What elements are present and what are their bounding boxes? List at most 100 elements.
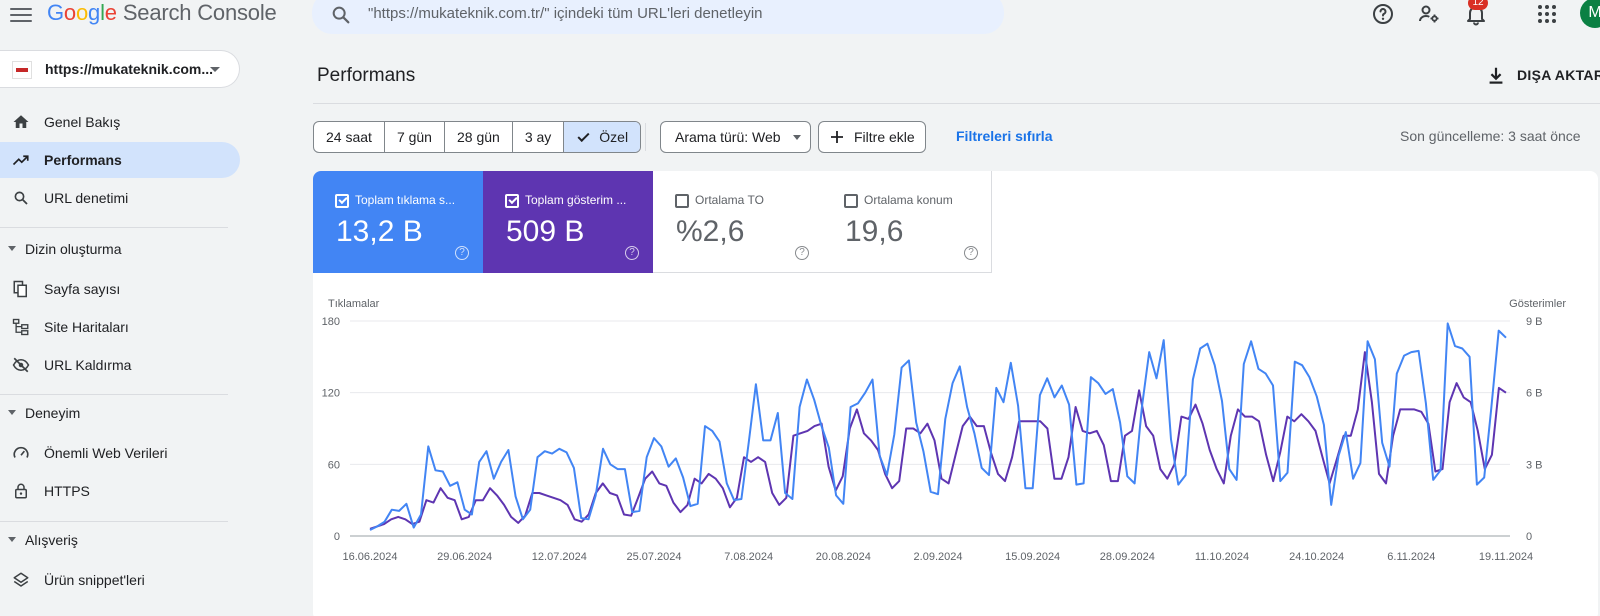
divider	[0, 394, 228, 395]
x-tick-label: 28.09.2024	[1100, 551, 1155, 563]
x-tick-label: 24.10.2024	[1289, 551, 1344, 563]
home-icon	[13, 115, 29, 128]
x-tick-label: 16.06.2024	[342, 551, 397, 563]
sidebar-item-sayfa-sayisi[interactable]: Sayfa sayısı	[0, 271, 240, 307]
x-tick-label: 6.11.2024	[1387, 551, 1435, 563]
sidebar-item-url-denetimi[interactable]: URL denetimi	[0, 180, 240, 216]
x-tick-label: 25.07.2024	[626, 551, 681, 563]
line-chart: Tıklamalar Gösterimler 0 0 60 3 B 120 6 B 180 9 B…	[322, 298, 1567, 563]
metric-average-ctr[interactable]: Ortalama TO %2,6 ?	[653, 171, 823, 273]
product-name: Search Console	[122, 0, 277, 25]
page-title: Performans	[317, 65, 416, 86]
search-icon	[332, 6, 350, 24]
x-tick-label: 29.06.2024	[437, 551, 492, 563]
app-logo[interactable]: Google Search Console	[47, 0, 277, 25]
plus-icon	[831, 131, 843, 143]
x-tick-label: 20.08.2024	[816, 551, 871, 563]
checkbox-icon[interactable]	[335, 194, 349, 208]
divider	[313, 103, 1600, 104]
pages-icon	[13, 280, 27, 298]
date-chip-24h[interactable]: 24 saat	[314, 122, 385, 152]
chevron-down-icon	[210, 67, 220, 72]
chevron-down-icon	[793, 135, 801, 140]
sidebar-item-https[interactable]: HTTPS	[0, 473, 240, 509]
series-line-clicks	[369, 322, 1507, 531]
y-left-tick-label: 0	[334, 531, 340, 543]
y-right-tick-label: 0	[1526, 531, 1532, 543]
date-chip-custom[interactable]: Özel	[564, 122, 641, 152]
series-line-impressions	[369, 351, 1507, 530]
collapse-arrow-icon	[8, 246, 16, 251]
speed-icon	[13, 446, 29, 458]
property-selector[interactable]: https://mukateknik.com...	[0, 50, 240, 88]
url-inspection-search[interactable]: "https://mukateknik.com.tr/" içindeki tü…	[312, 0, 1004, 34]
checkbox-icon[interactable]	[675, 194, 689, 208]
x-tick-label: 12.07.2024	[532, 551, 587, 563]
section-dizin-olusturma[interactable]: Dizin oluşturma	[0, 233, 228, 263]
trending-up-icon	[12, 155, 29, 166]
check-icon	[577, 129, 590, 143]
main-content: Performans DIŞA AKTAR 24 saat 7 gün 28 g…	[313, 40, 1600, 616]
layers-icon	[13, 572, 29, 587]
help-icon[interactable]: ?	[964, 246, 978, 260]
divider	[0, 227, 228, 228]
y-right-tick-label: 6 B	[1526, 388, 1543, 400]
divider	[645, 123, 646, 151]
avatar[interactable]: M	[1580, 0, 1600, 28]
top-bar: Google Search Console "https://mukateknik…	[0, 0, 1600, 40]
last-updated-text: Son güncelleme: 3 saat önce	[1400, 128, 1581, 144]
x-tick-label: 7.08.2024	[724, 551, 773, 563]
hamburger-menu-icon[interactable]	[10, 4, 32, 26]
manage-users-icon[interactable]	[1417, 2, 1441, 26]
sidebar-item-site-haritalari[interactable]: Site Haritaları	[0, 309, 240, 345]
search-input[interactable]: "https://mukateknik.com.tr/" içindeki tü…	[368, 5, 763, 22]
collapse-arrow-icon	[8, 537, 16, 542]
y-left-tick-label: 60	[328, 459, 340, 471]
sidebar-item-performans[interactable]: Performans	[0, 142, 240, 178]
site-favicon	[12, 61, 32, 79]
x-tick-label: 11.10.2024	[1195, 551, 1249, 563]
section-alisveris[interactable]: Alışveriş	[0, 524, 228, 554]
x-tick-label: 2.09.2024	[914, 551, 963, 563]
notification-count-badge: 12	[1468, 0, 1488, 10]
y-axis-left-label: Tıklamalar	[328, 298, 380, 310]
sidebar-item-urun-snippetleri[interactable]: Ürün snippet'leri	[0, 562, 240, 598]
help-icon[interactable]: ?	[625, 246, 639, 260]
metric-total-impressions[interactable]: Toplam gösterim ... 509 B ?	[483, 171, 653, 273]
help-icon[interactable]	[1371, 2, 1395, 26]
search-type-dropdown[interactable]: Arama türü: Web	[660, 121, 811, 153]
y-left-tick-label: 120	[322, 388, 340, 400]
help-icon[interactable]: ?	[795, 246, 809, 260]
sidebar: https://mukateknik.com... Genel Bakış Pe…	[0, 40, 240, 616]
sitemap-icon	[12, 318, 29, 336]
sidebar-item-genel-bakis[interactable]: Genel Bakış	[0, 104, 240, 140]
download-icon	[1489, 67, 1503, 84]
section-deneyim[interactable]: Deneyim	[0, 397, 228, 427]
y-right-tick-label: 3 B	[1526, 459, 1543, 471]
x-tick-label: 15.09.2024	[1005, 551, 1060, 563]
metric-total-clicks[interactable]: Toplam tıklama s... 13,2 B ?	[313, 171, 483, 273]
y-right-tick-label: 9 B	[1526, 316, 1543, 328]
date-chip-28d[interactable]: 28 gün	[445, 122, 513, 152]
search-icon	[14, 191, 28, 205]
y-axis-right-label: Gösterimler	[1509, 298, 1566, 310]
metric-average-position[interactable]: Ortalama konum 19,6 ?	[822, 171, 992, 273]
performance-chart: Tıklamalar Gösterimler 0 0 60 3 B 120 6 B 180 9 B…	[313, 283, 1598, 613]
apps-grid-icon[interactable]	[1535, 2, 1559, 26]
property-url: https://mukateknik.com...	[45, 61, 214, 77]
lock-icon	[15, 483, 27, 499]
collapse-arrow-icon	[8, 410, 16, 415]
date-range-selector: 24 saat 7 gün 28 gün 3 ay Özel	[313, 121, 642, 153]
sidebar-item-onemli-web-verileri[interactable]: Önemli Web Verileri	[0, 435, 240, 471]
checkbox-icon[interactable]	[505, 194, 519, 208]
x-tick-label: 19.11.2024	[1479, 551, 1533, 563]
reset-filters-link[interactable]: Filtreleri sıfırla	[956, 128, 1053, 144]
date-chip-7d[interactable]: 7 gün	[385, 122, 445, 152]
sidebar-item-url-kaldirma[interactable]: URL Kaldırma	[0, 347, 240, 383]
date-chip-3m[interactable]: 3 ay	[513, 122, 565, 152]
checkbox-icon[interactable]	[844, 194, 858, 208]
performance-card: Toplam tıklama s... 13,2 B ? Toplam göst…	[313, 171, 1598, 616]
divider	[0, 521, 228, 522]
add-filter-button[interactable]: Filtre ekle	[818, 121, 926, 153]
help-icon[interactable]: ?	[455, 246, 469, 260]
